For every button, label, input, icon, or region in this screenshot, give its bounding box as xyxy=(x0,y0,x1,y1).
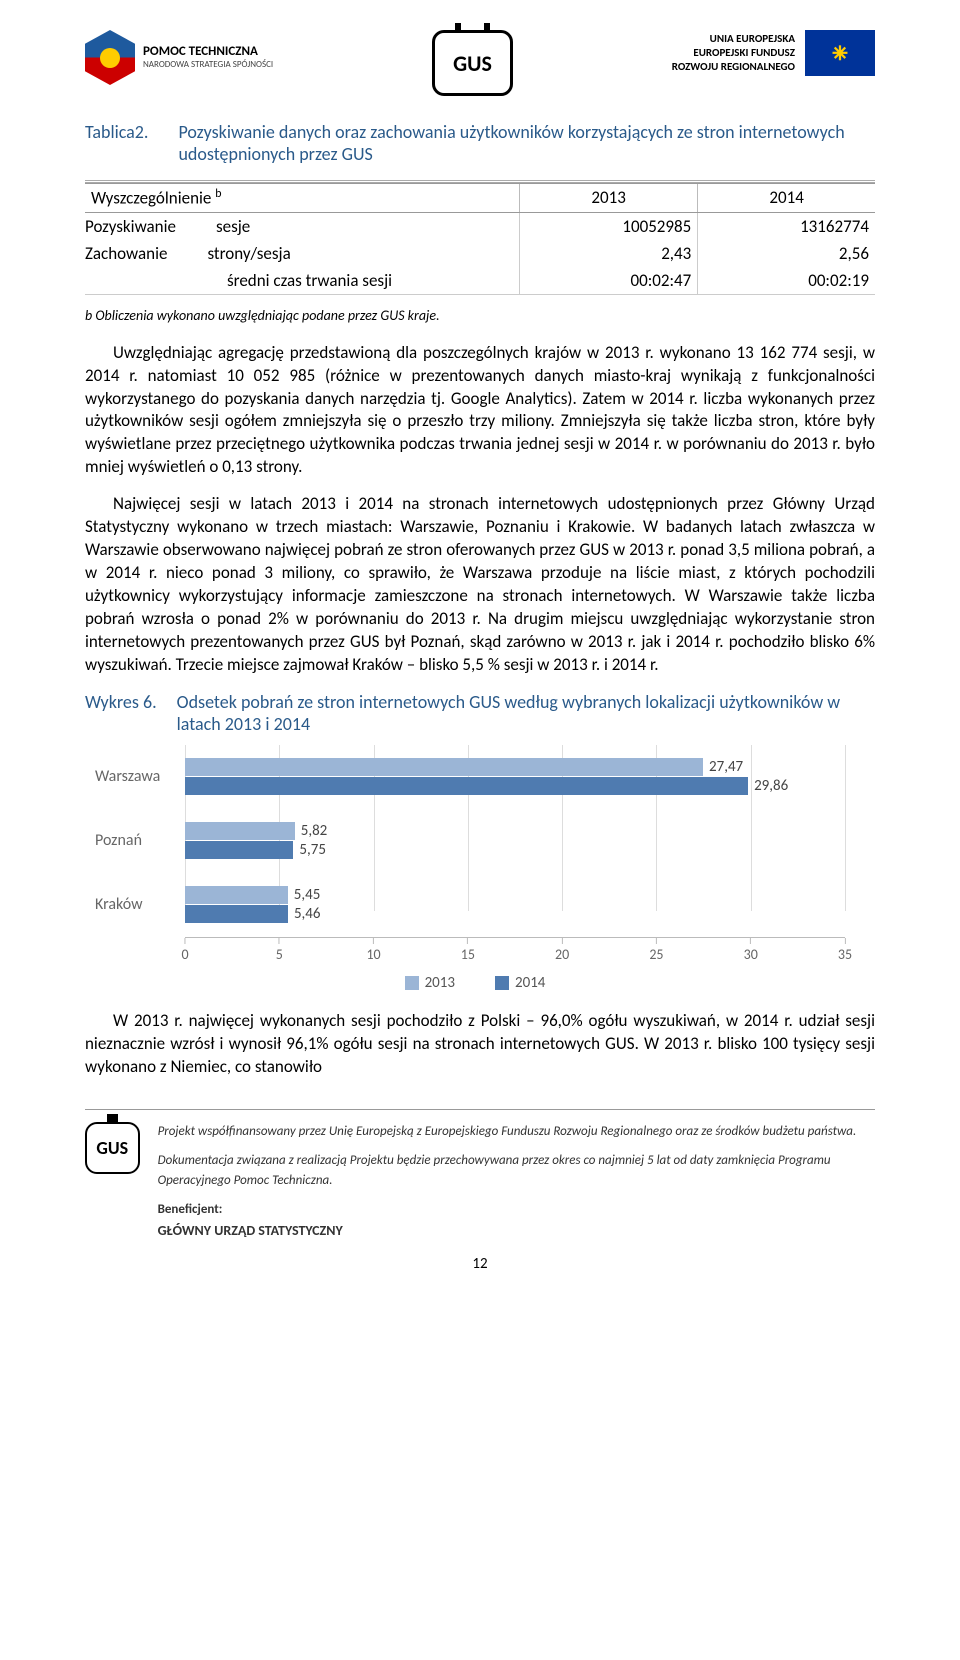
chart-row: Warszawa27,4729,86 xyxy=(95,745,855,809)
bar-value-label: 5,82 xyxy=(301,822,328,840)
table-row: średni czas trwania sesji00:02:4700:02:1… xyxy=(85,267,875,294)
table-cell: 2,56 xyxy=(698,240,875,267)
axis-tick-label: 5 xyxy=(276,946,283,963)
table-cell: 13162774 xyxy=(698,212,875,240)
wykres-heading: Wykres 6. Odsetek pobrań ze stron intern… xyxy=(85,691,875,735)
page-number: 12 xyxy=(85,1255,875,1273)
bar-value-label: 27,47 xyxy=(709,758,743,776)
table-cell: Pozyskiwaniesesje xyxy=(85,212,520,240)
legend-swatch-icon xyxy=(405,976,419,990)
axis-tick-label: 30 xyxy=(744,946,758,963)
table-cell: Zachowaniestrony/sesja xyxy=(85,240,520,267)
table-row: Pozyskiwaniesesje1005298513162774 xyxy=(85,212,875,240)
bar-value-label: 5,46 xyxy=(294,905,321,923)
footer-p1: Projekt współfinansowany przez Unię Euro… xyxy=(158,1122,875,1142)
paragraph-3: W 2013 r. najwięcej wykonanych sesji poc… xyxy=(85,1010,875,1079)
logo-left: POMOC TECHNICZNA NARODOWA STRATEGIA SPÓJ… xyxy=(85,30,273,85)
table-cell: 00:02:47 xyxy=(520,267,698,294)
paragraph-1: Uwzględniając agregację przedstawioną dl… xyxy=(85,342,875,480)
chart-bar: 5,46 xyxy=(185,905,288,923)
eu-flag-icon: ⁕ xyxy=(805,30,875,76)
bar-value-label: 5,75 xyxy=(299,841,326,859)
pomoc-techniczna-icon xyxy=(85,30,135,85)
wykres-label: Wykres 6. xyxy=(85,691,157,735)
header-logos: POMOC TECHNICZNA NARODOWA STRATEGIA SPÓJ… xyxy=(85,30,875,96)
table-footnote: b Obliczenia wykonano uwzględniając poda… xyxy=(85,307,875,324)
chart-row: Poznań5,825,75 xyxy=(95,809,855,873)
logo-right: UNIA EUROPEJSKA EUROPEJSKI FUNDUSZ ROZWO… xyxy=(672,30,875,76)
logo-left-line1: POMOC TECHNICZNA xyxy=(143,44,273,60)
tablica-heading: Tablica2. Pozyskiwanie danych oraz zacho… xyxy=(85,121,875,165)
table-row: Zachowaniestrony/sesja2,432,56 xyxy=(85,240,875,267)
legend-swatch-icon xyxy=(495,976,509,990)
table-cell: 10052985 xyxy=(520,212,698,240)
paragraph-2: Najwięcej sesji w latach 2013 i 2014 na … xyxy=(85,493,875,677)
wykres-title: Odsetek pobrań ze stron internetowych GU… xyxy=(177,691,875,735)
bar-chart: Warszawa27,4729,86Poznań5,825,75Kraków5,… xyxy=(95,745,855,992)
legend-item: 2013 xyxy=(405,974,455,992)
chart-bar: 5,82 xyxy=(185,822,295,840)
logo-right-line3: ROZWOJU REGIONALNEGO xyxy=(672,60,795,74)
table-cell: 00:02:19 xyxy=(698,267,875,294)
axis-tick-label: 15 xyxy=(461,946,475,963)
axis-tick-label: 10 xyxy=(366,946,380,963)
legend-item: 2014 xyxy=(495,974,545,992)
chart-category-label: Kraków xyxy=(95,895,185,914)
logo-left-line2: NARODOWA STRATEGIA SPÓJNOŚCI xyxy=(143,60,273,71)
table-header-col0: Wyszczególnienie b xyxy=(85,184,520,213)
tablica-title: Pozyskiwanie danych oraz zachowania użyt… xyxy=(178,121,875,165)
axis-tick-label: 35 xyxy=(838,946,852,963)
axis-tick-label: 0 xyxy=(181,946,188,963)
table-wrapper: Wyszczególnienie b 2013 2014 Pozyskiwani… xyxy=(85,180,875,295)
gus-logo-text: GUS xyxy=(453,50,492,77)
chart-legend: 2013 2014 xyxy=(95,974,855,992)
data-table: Wyszczególnienie b 2013 2014 Pozyskiwani… xyxy=(85,183,875,294)
tablica-label: Tablica2. xyxy=(85,121,148,165)
chart-bar: 5,45 xyxy=(185,886,288,904)
table-cell: średni czas trwania sesji xyxy=(85,267,520,294)
table-header-col1: 2013 xyxy=(520,184,698,213)
bar-value-label: 5,45 xyxy=(294,886,321,904)
chart-bar: 27,47 xyxy=(185,758,703,776)
chart-row: Kraków5,455,46 xyxy=(95,873,855,937)
gus-logo-icon: GUS xyxy=(432,30,513,96)
footer: GUS Projekt współfinansowany przez Unię … xyxy=(85,1109,875,1241)
logo-right-line1: UNIA EUROPEJSKA xyxy=(672,32,795,46)
legend-label: 2014 xyxy=(515,974,545,992)
chart-bar: 29,86 xyxy=(185,777,748,795)
logo-right-line2: EUROPEJSKI FUNDUSZ xyxy=(672,46,795,60)
table-header-col2: 2014 xyxy=(698,184,875,213)
legend-label: 2013 xyxy=(425,974,455,992)
bar-value-label: 29,86 xyxy=(754,777,788,795)
footer-beneficjent-label: Beneficjent: xyxy=(158,1200,875,1220)
footer-beneficjent-title: GŁÓWNY URZĄD STATYSTYCZNY xyxy=(158,1220,875,1241)
gus-logo-small-icon: GUS xyxy=(85,1122,140,1174)
table-cell: 2,43 xyxy=(520,240,698,267)
axis-tick-label: 25 xyxy=(649,946,663,963)
chart-bar: 5,75 xyxy=(185,841,293,859)
chart-category-label: Warszawa xyxy=(95,767,185,786)
axis-tick-label: 20 xyxy=(555,946,569,963)
chart-category-label: Poznań xyxy=(95,831,185,850)
footer-p2: Dokumentacja związana z realizacją Proje… xyxy=(158,1151,875,1190)
